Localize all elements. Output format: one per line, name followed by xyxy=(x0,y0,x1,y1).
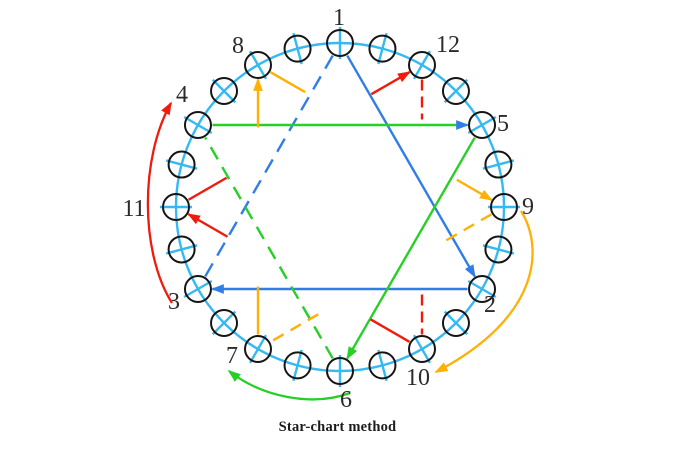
node-radial-mark xyxy=(467,115,497,135)
node-label-7: 7 xyxy=(226,343,238,369)
node-label-4: 4 xyxy=(176,82,188,108)
node-radial-mark xyxy=(183,279,213,299)
connection-10-11 xyxy=(369,318,411,343)
winding-node-15 xyxy=(210,308,239,337)
winding-node-1 xyxy=(368,34,397,63)
winding-node-0 xyxy=(326,29,354,57)
connection-10-11 xyxy=(187,213,229,238)
winding-node-10 xyxy=(408,335,436,364)
winding-node-2 xyxy=(408,50,436,79)
node-radial-mark xyxy=(377,32,388,65)
connection-6-7 xyxy=(227,369,351,401)
winding-node-12 xyxy=(326,357,354,385)
node-label-5: 5 xyxy=(497,111,509,137)
winding-node-16 xyxy=(183,275,212,303)
node-radial-mark xyxy=(482,159,515,170)
node-radial-mark xyxy=(467,279,497,299)
connection-3-4 xyxy=(146,101,173,304)
node-radial-mark xyxy=(165,244,198,255)
connection-11-12 xyxy=(370,71,411,96)
winding-node-4 xyxy=(468,111,497,139)
node-radial-mark xyxy=(211,310,237,336)
node-radial-mark xyxy=(482,244,515,255)
connection-3-1 xyxy=(204,54,334,278)
node-radial-mark xyxy=(248,50,268,80)
connection-9-7 xyxy=(269,313,319,343)
winding-node-17 xyxy=(167,235,196,264)
connection-8-9 xyxy=(456,178,493,201)
node-radial-mark xyxy=(412,50,432,80)
connection-6-4 xyxy=(204,136,334,360)
winding-node-23 xyxy=(283,34,312,63)
node-radial-mark xyxy=(183,115,213,135)
connection-1-2 xyxy=(346,54,476,278)
node-label-6: 6 xyxy=(340,387,352,413)
winding-node-20 xyxy=(183,111,212,139)
connection-5-6 xyxy=(346,136,476,360)
node-radial-mark xyxy=(292,32,303,65)
node-radial-mark xyxy=(292,349,303,382)
node-radial-mark xyxy=(443,310,469,336)
winding-node-22 xyxy=(244,50,272,79)
node-radial-mark xyxy=(211,78,237,104)
node-label-9: 9 xyxy=(522,194,534,220)
node-label-8: 8 xyxy=(232,33,244,59)
node-label-1: 1 xyxy=(333,5,345,31)
winding-node-6 xyxy=(490,193,518,221)
winding-node-11 xyxy=(368,351,397,380)
node-radial-mark xyxy=(248,334,268,364)
node-label-12: 12 xyxy=(436,32,460,58)
connection-9-10 xyxy=(434,210,534,374)
node-label-3: 3 xyxy=(168,289,180,315)
winding-node-13 xyxy=(283,351,312,380)
node-label-11: 11 xyxy=(122,196,145,222)
winding-node-14 xyxy=(244,335,272,364)
winding-node-9 xyxy=(441,308,470,337)
node-label-10: 10 xyxy=(406,365,430,391)
winding-node-7 xyxy=(484,235,513,264)
node-radial-mark xyxy=(377,349,388,382)
winding-node-21 xyxy=(210,77,239,106)
node-label-2: 2 xyxy=(484,292,496,318)
winding-node-3 xyxy=(441,77,470,106)
winding-node-19 xyxy=(167,150,196,179)
winding-node-5 xyxy=(484,150,513,179)
connection-11-12 xyxy=(187,176,228,201)
node-radial-mark xyxy=(165,159,198,170)
connection-8-9 xyxy=(269,71,306,94)
winding-node-8 xyxy=(468,275,497,303)
node-radial-mark xyxy=(443,78,469,104)
figure-caption: Star-chart method xyxy=(278,419,397,435)
winding-node-18 xyxy=(162,193,190,221)
connection-9-7 xyxy=(443,213,493,243)
node-radial-mark xyxy=(412,334,432,364)
